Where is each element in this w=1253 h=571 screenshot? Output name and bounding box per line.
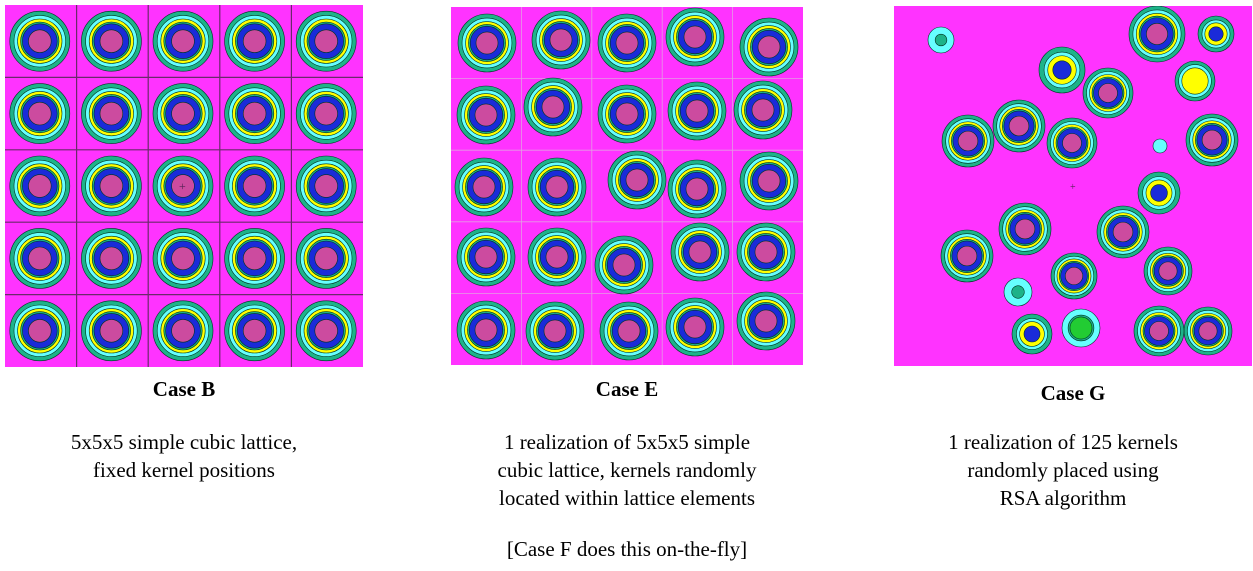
- kernel: [295, 155, 357, 217]
- case-b-panel: +: [5, 5, 363, 367]
- kernel: [733, 80, 793, 140]
- kernel: [81, 300, 142, 362]
- case-e-lattice-image: [451, 7, 803, 365]
- kernel: [456, 85, 516, 145]
- center-mark: +: [1070, 182, 1076, 193]
- kernel: [670, 222, 730, 282]
- kernel: [224, 83, 285, 144]
- kernel: [736, 291, 796, 351]
- kernel: [1183, 306, 1233, 356]
- kernel: [1096, 205, 1150, 259]
- case-g-caption: 1 realization of 125 kernels randomly pl…: [874, 428, 1252, 512]
- kernel: [152, 83, 214, 144]
- case-b-caption-line-2: fixed kernel positions: [93, 458, 275, 482]
- kernel: [941, 114, 995, 168]
- kernel: [739, 17, 799, 77]
- kernel: [665, 297, 725, 357]
- kernel: [527, 157, 587, 217]
- kernel: [224, 10, 285, 72]
- kernel: [81, 228, 142, 289]
- case-e-caption-line-3: located within lattice elements: [499, 486, 755, 510]
- kernel-slice: [927, 26, 955, 54]
- kernel: [1133, 305, 1185, 357]
- case-e-title: Case E: [595, 377, 659, 401]
- case-e-panel: [451, 7, 803, 365]
- kernel: [152, 300, 214, 362]
- case-b-caption: 5x5x5 simple cubic lattice, fixed kernel…: [5, 428, 363, 484]
- kernel: [9, 155, 71, 217]
- case-g-caption-line-3: RSA algorithm: [999, 486, 1127, 510]
- kernel: [81, 10, 142, 72]
- kernel: [597, 84, 657, 144]
- kernel-slice: [1137, 171, 1181, 215]
- kernel-slice: [1011, 313, 1053, 355]
- kernel: [599, 301, 659, 361]
- case-g-title: Case G: [1040, 381, 1106, 405]
- case-g-random-image: +: [894, 6, 1252, 366]
- case-g-caption-line-1: 1 realization of 125 kernels: [948, 430, 1178, 454]
- kernel: [667, 81, 727, 141]
- kernel: [1082, 67, 1134, 119]
- kernel-slice: [1038, 46, 1086, 94]
- case-b-lattice-image: +: [5, 5, 363, 367]
- case-e-caption-line-2: cubic lattice, kernels randomly: [497, 458, 757, 482]
- kernel: [152, 155, 214, 217]
- kernel: [224, 300, 285, 362]
- kernel: [295, 300, 357, 362]
- kernel: [1143, 246, 1193, 296]
- kernel-slice: [1152, 138, 1168, 154]
- kernel: [456, 300, 516, 360]
- kernel: [940, 229, 994, 283]
- kernel: [9, 10, 71, 72]
- kernel: [457, 13, 517, 73]
- kernel: [9, 300, 71, 362]
- kernel-slice: [1003, 277, 1033, 307]
- kernel: [525, 301, 585, 361]
- kernel: [1050, 252, 1098, 300]
- case-f-note: [Case F does this on-the-fly]: [506, 537, 748, 561]
- kernel-slice: [1174, 60, 1216, 102]
- kernel: [1128, 6, 1186, 63]
- case-e-caption: 1 realization of 5x5x5 simple cubic latt…: [431, 428, 823, 512]
- kernel: [1185, 113, 1239, 167]
- kernel: [523, 77, 583, 137]
- kernel: [224, 155, 285, 217]
- kernel: [81, 83, 142, 144]
- kernel: [597, 13, 657, 73]
- kernel: [456, 227, 516, 287]
- kernel-slice: [1061, 308, 1101, 348]
- case-e-caption-line-1: 1 realization of 5x5x5 simple: [503, 430, 751, 454]
- kernel: [594, 235, 654, 295]
- center-mark: +: [179, 179, 186, 193]
- kernel: [992, 99, 1046, 153]
- kernel: [665, 7, 725, 67]
- kernel: [736, 222, 796, 282]
- kernel: [739, 151, 799, 211]
- case-b-title: Case B: [152, 377, 216, 401]
- kernel: [295, 10, 357, 72]
- kernel: [9, 83, 71, 144]
- kernel: [295, 83, 357, 144]
- case-b-caption-line-1: 5x5x5 simple cubic lattice,: [70, 430, 298, 454]
- kernel: [295, 228, 357, 289]
- kernel: [152, 10, 214, 72]
- case-g-caption-line-2: randomly placed using: [967, 458, 1159, 482]
- kernel: [152, 228, 214, 289]
- kernel: [607, 150, 667, 210]
- kernel: [527, 227, 587, 287]
- kernel: [1046, 117, 1098, 169]
- kernel: [531, 10, 591, 70]
- kernel: [81, 155, 142, 217]
- kernel-slice: [1197, 15, 1235, 53]
- kernel: [667, 159, 727, 219]
- kernel: [998, 202, 1052, 256]
- kernel: [224, 228, 285, 289]
- case-g-panel: +: [894, 6, 1252, 366]
- kernel: [9, 228, 71, 289]
- kernel: [454, 157, 514, 217]
